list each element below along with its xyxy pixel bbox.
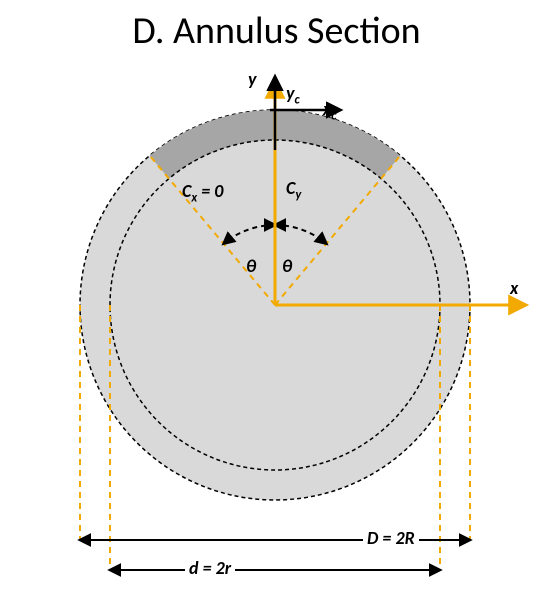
diagram-title: D. Annulus Section: [0, 8, 553, 54]
diagram-svg: [30, 70, 530, 610]
label-xc: xc: [323, 98, 336, 124]
annulus-diagram: y yc xc x Cx = 0 Cy θ θ D = 2R d = 2r: [30, 70, 530, 610]
label-d-dim: d = 2r: [185, 557, 235, 579]
label-y: y: [248, 68, 256, 90]
label-cx: Cx = 0: [182, 180, 223, 206]
label-theta-right: θ: [282, 255, 292, 277]
label-yc: yc: [286, 82, 300, 108]
label-cy: Cy: [286, 177, 301, 203]
label-D-dim: D = 2R: [363, 527, 419, 549]
label-theta-left: θ: [246, 255, 256, 277]
label-x: x: [510, 277, 518, 299]
